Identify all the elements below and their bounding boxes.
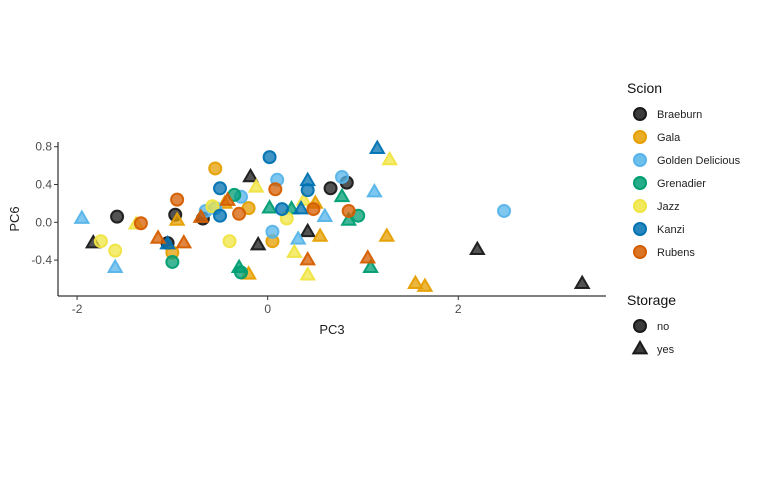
data-point [340, 211, 358, 226]
data-point [149, 229, 167, 244]
legend-key [633, 153, 647, 167]
legend-key [633, 107, 647, 121]
data-point [381, 150, 398, 166]
legend-label: no [657, 321, 669, 333]
legend-key [633, 245, 647, 259]
x-axis-ticks: -2 0 2 [72, 296, 462, 316]
data-point [407, 274, 424, 290]
data-point [247, 178, 265, 193]
data-point [170, 192, 185, 207]
data-point [299, 171, 317, 187]
legend-storage-title: Storage [627, 292, 676, 308]
legend-key [633, 319, 647, 333]
data-point [359, 249, 377, 264]
data-point [286, 243, 303, 258]
data-point [242, 167, 259, 183]
data-point [274, 202, 289, 217]
legend-label: Braeburn [657, 109, 702, 121]
data-point [205, 199, 220, 214]
data-point [311, 227, 329, 242]
data-points [73, 139, 591, 292]
data-point [133, 216, 148, 231]
data-point [208, 161, 223, 176]
legend-key [633, 199, 647, 213]
data-point [110, 209, 125, 224]
legend-label: Grenadier [657, 178, 706, 190]
data-point [175, 234, 193, 249]
legend-label: Gala [657, 132, 681, 144]
data-point [368, 139, 386, 154]
data-point [323, 181, 338, 196]
y-tick-label: 0.4 [35, 178, 52, 192]
data-point [93, 234, 108, 249]
data-point [299, 251, 317, 266]
legend-scion-title: Scion [627, 80, 662, 96]
data-point [192, 208, 210, 223]
data-point [73, 209, 91, 224]
x-tick-label: 0 [264, 302, 271, 316]
data-point [213, 181, 228, 196]
y-tick-label: 0.0 [35, 215, 52, 229]
y-tick-label: -0.4 [31, 253, 52, 267]
data-point [232, 206, 247, 221]
y-tick-label: 0.8 [35, 140, 52, 154]
data-point [219, 191, 236, 206]
legend-label: Kanzi [657, 224, 685, 236]
data-point [573, 274, 591, 290]
data-point [299, 222, 317, 238]
data-point [341, 203, 356, 218]
x-axis-title: PC3 [319, 322, 344, 337]
data-point [268, 182, 283, 197]
y-axis-title: PC6 [7, 206, 22, 231]
data-point [230, 258, 248, 273]
data-point [299, 266, 317, 281]
data-point [362, 258, 379, 273]
data-point [497, 203, 512, 218]
data-point [289, 230, 307, 245]
data-point [292, 200, 310, 215]
y-axis-ticks: 0.8 0.4 0.0 -0.4 [31, 140, 58, 267]
x-tick-label: -2 [72, 302, 83, 316]
data-point [306, 202, 321, 217]
legend-scion: Scion Braeburn Gala Golden Delicious Grenad… [627, 80, 741, 259]
data-point [366, 183, 383, 198]
legend-key [631, 339, 649, 355]
data-point [335, 169, 350, 184]
data-point [316, 207, 334, 222]
data-point [249, 235, 267, 251]
legend-key [633, 222, 647, 236]
legend-storage: Storage no yes [627, 292, 676, 356]
data-point [261, 199, 278, 214]
legend-key [633, 176, 647, 190]
data-point [168, 211, 186, 226]
legend-label: Rubens [657, 247, 695, 259]
data-point [265, 224, 280, 239]
data-point [108, 243, 123, 258]
legend-label: yes [657, 344, 675, 356]
data-point [213, 208, 228, 223]
legend-label: Jazz [657, 201, 680, 213]
data-point [378, 227, 396, 242]
data-point [416, 277, 434, 292]
legend-label: Golden Delicious [657, 155, 741, 167]
data-point [165, 254, 180, 269]
legend-key [633, 130, 647, 144]
data-point [333, 187, 351, 203]
data-point [106, 258, 124, 273]
data-point [262, 150, 277, 165]
data-point [469, 240, 486, 256]
x-tick-label: 2 [455, 302, 462, 316]
data-point [222, 234, 237, 249]
